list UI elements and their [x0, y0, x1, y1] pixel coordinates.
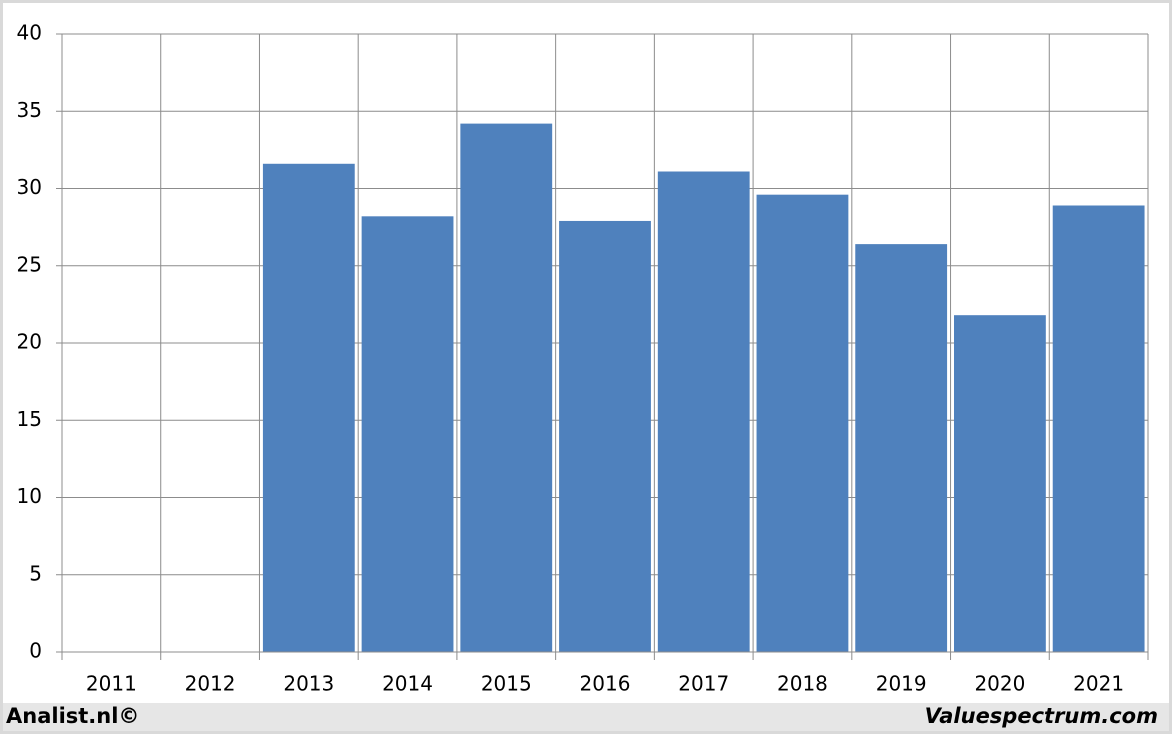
- y-tick-label: 30: [17, 175, 42, 199]
- y-tick-label: 35: [17, 98, 42, 122]
- x-tick-label: 2020: [974, 672, 1025, 696]
- y-tick-label: 0: [29, 639, 42, 663]
- y-tick-label: 15: [17, 407, 42, 431]
- bar: [1052, 205, 1145, 652]
- bar: [954, 315, 1046, 652]
- y-tick-label: 10: [17, 484, 42, 508]
- x-tick-label: 2014: [382, 672, 433, 696]
- bar: [361, 216, 454, 652]
- footer-band: [3, 703, 1169, 731]
- x-tick-label: 2019: [876, 672, 927, 696]
- footer-right: Valuespectrum.com: [925, 704, 1158, 728]
- x-tick-label: 2016: [580, 672, 631, 696]
- x-tick-label: 2021: [1073, 672, 1124, 696]
- y-tick-label: 40: [17, 21, 42, 45]
- bar: [559, 220, 651, 652]
- x-tick-label: 2015: [481, 672, 532, 696]
- x-tick-label: 2018: [777, 672, 828, 696]
- bar: [855, 244, 948, 652]
- y-tick-label: 25: [17, 252, 42, 276]
- x-tick-label: 2011: [86, 672, 137, 696]
- bar: [756, 194, 849, 652]
- x-tick-label: 2012: [185, 672, 236, 696]
- bar: [460, 123, 553, 653]
- x-tick-label: 2013: [283, 672, 334, 696]
- y-tick-label: 20: [17, 330, 42, 354]
- bar: [262, 163, 355, 652]
- bar: [657, 171, 750, 652]
- y-tick-label: 5: [29, 561, 42, 585]
- x-tick-label: 2017: [678, 672, 729, 696]
- footer-left: Analist.nl©: [6, 704, 139, 728]
